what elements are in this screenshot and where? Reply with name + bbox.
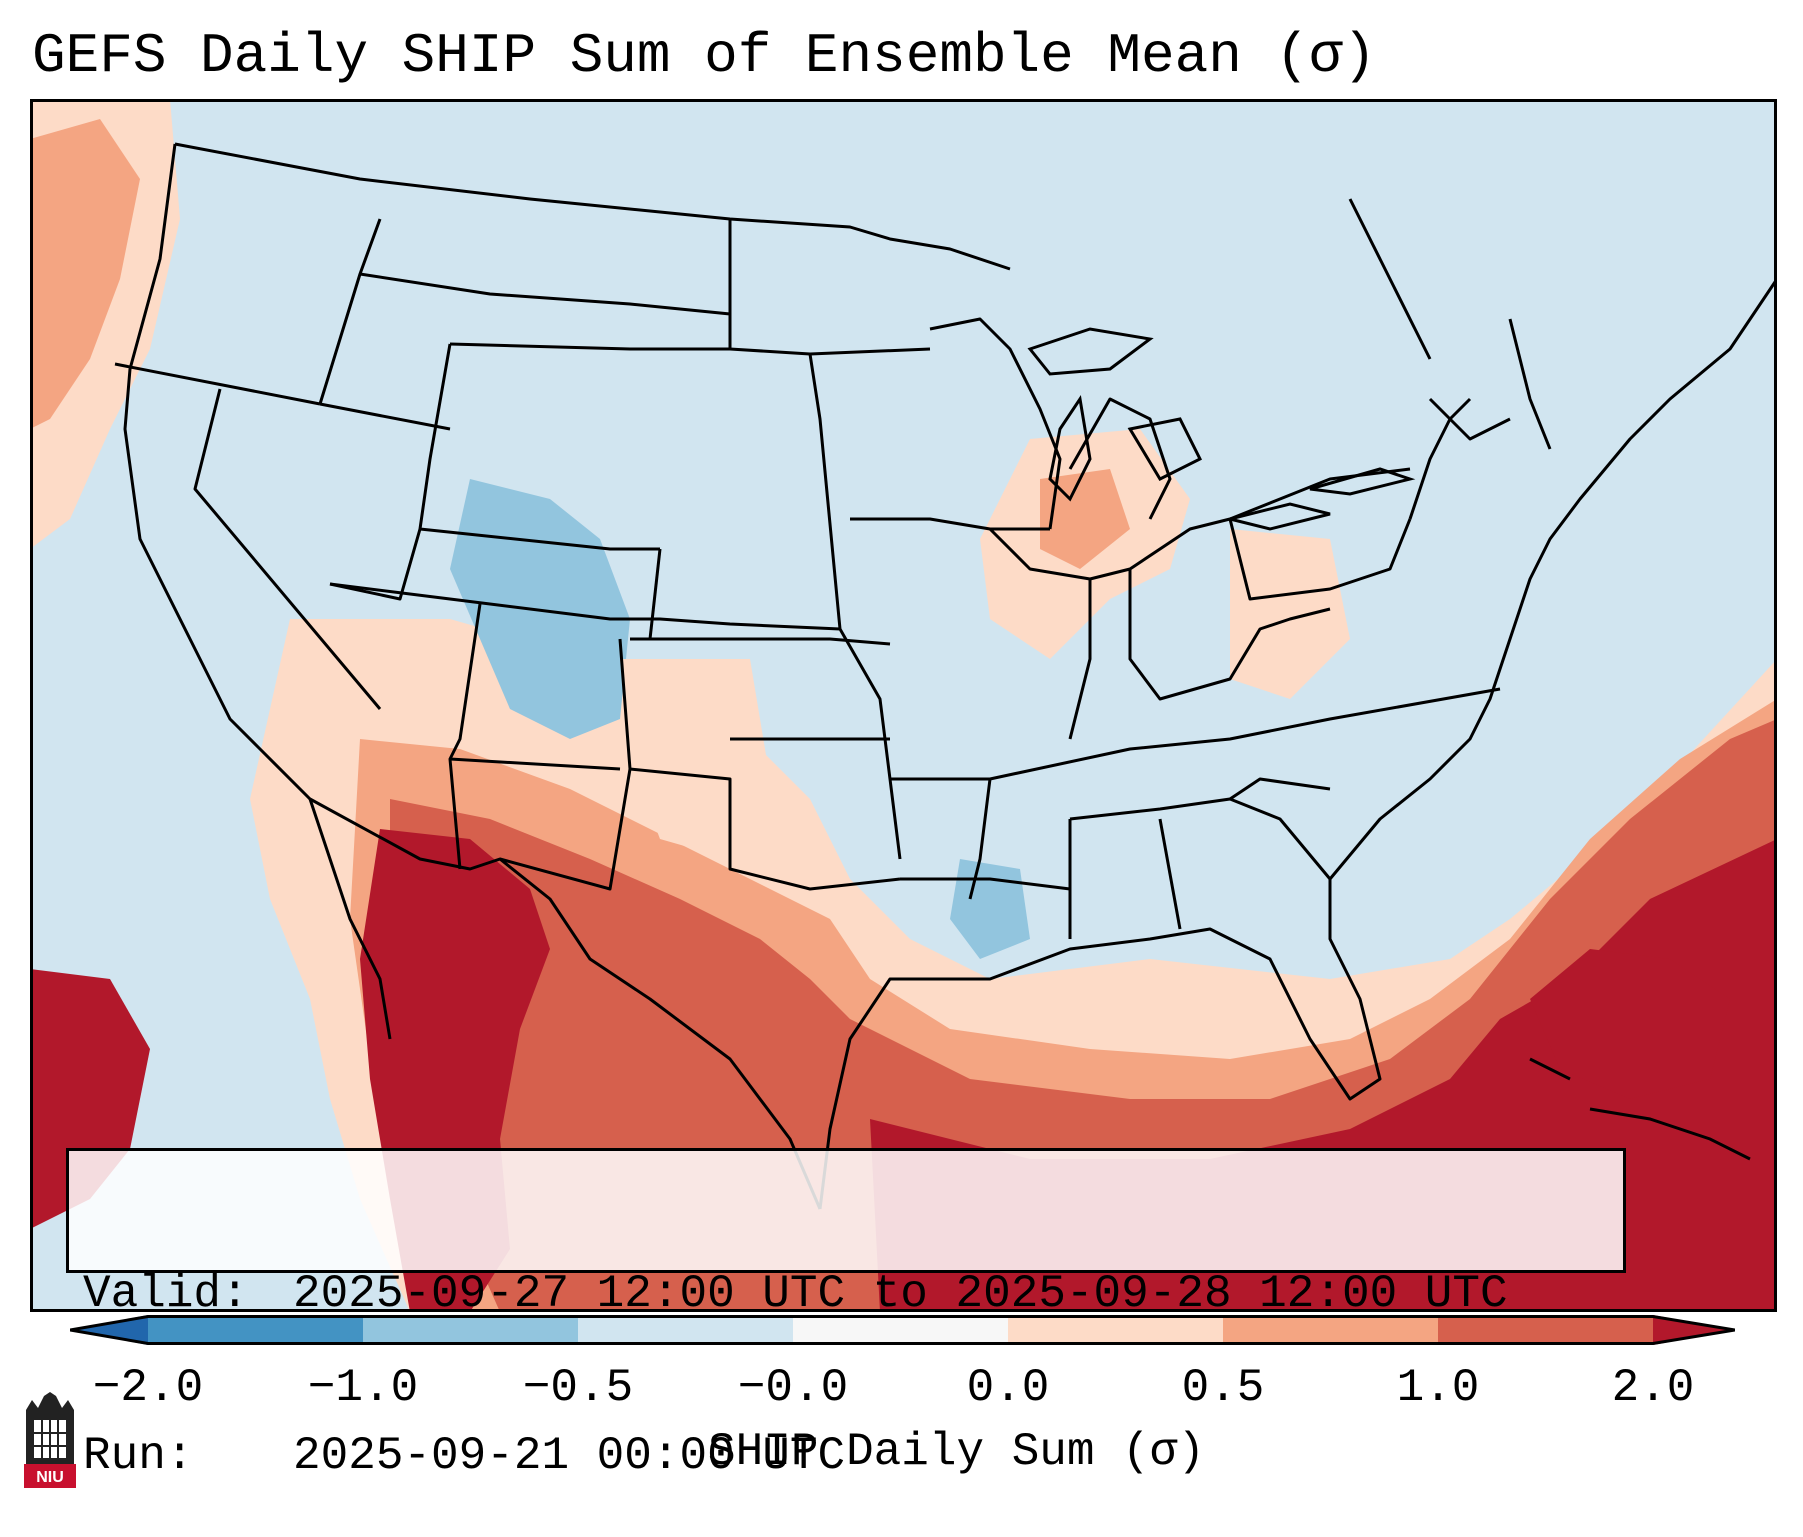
colorbar-extend-high [1653, 1315, 1735, 1345]
colorbar-tick: −0.0 [737, 1362, 849, 1414]
field-virginia-pos [1230, 529, 1350, 699]
colorbar-seg-6 [1223, 1315, 1438, 1345]
map-panel[interactable] [30, 99, 1777, 1312]
colorbar-tick: −1.0 [307, 1362, 419, 1414]
colorbar-seg-2 [363, 1315, 578, 1345]
colorbar-tick: 2.0 [1611, 1362, 1695, 1414]
valid-label: Valid: [83, 1268, 249, 1320]
run-value: 2025-09-21 00:00 UTC [293, 1430, 846, 1482]
field-texas-pos [620, 659, 770, 859]
state-boundaries [114, 142, 1777, 1210]
colorbar-seg-3 [578, 1315, 793, 1345]
colorbar-seg-4 [793, 1315, 1008, 1345]
colorbar-tick: 0.5 [1181, 1362, 1265, 1414]
map-canvas [30, 99, 1777, 1312]
valid-row: Valid: 2025-09-27 12:00 UTC to 2025-09-28… [83, 1267, 1623, 1321]
map-border [30, 99, 1777, 1312]
colorbar-tick: 0.0 [966, 1362, 1050, 1414]
colorbar-extend-low [70, 1315, 148, 1345]
field-gulf-coast-neg [950, 859, 1030, 959]
niu-logo: NIU [24, 1392, 76, 1488]
colorbar-seg-5 [1008, 1315, 1223, 1345]
field-atlantic-vhigh [1530, 949, 1730, 1099]
valid-value: 2025-09-27 12:00 UTC to 2025-09-28 12:00… [293, 1268, 1508, 1320]
info-box: Valid: 2025-09-27 12:00 UTC to 2025-09-28… [66, 1148, 1626, 1482]
field-pacific-vhigh [30, 969, 150, 1229]
colorbar-seg-1 [148, 1315, 363, 1345]
run-row: Run: 2025-09-21 00:00 UTC [83, 1429, 1623, 1483]
field-michigan-mod [1040, 469, 1130, 569]
colorbar-tick: 1.0 [1396, 1362, 1480, 1414]
colorbar-label: SHIP Daily Sum (σ) [708, 1426, 1205, 1478]
colorbar-tick: −0.5 [522, 1362, 634, 1414]
coast-outlines [308, 798, 1751, 1161]
colorbar [70, 1315, 1735, 1345]
great-lakes [1027, 327, 1416, 531]
colorbar-seg-7 [1438, 1315, 1653, 1345]
map-title: GEFS Daily SHIP Sum of Ensemble Mean (σ) [32, 24, 1377, 88]
colorbar-outline [70, 1315, 1735, 1345]
colorbar-tick: −2.0 [92, 1362, 204, 1414]
run-label: Run: [83, 1430, 194, 1482]
field-pacific-mod [30, 119, 140, 429]
svg-text:NIU: NIU [36, 1469, 64, 1486]
